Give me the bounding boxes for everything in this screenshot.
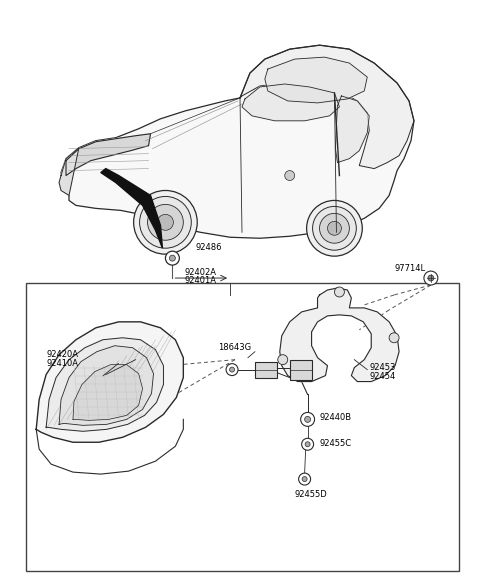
Text: 92454: 92454: [369, 372, 396, 381]
Circle shape: [229, 367, 235, 372]
Circle shape: [312, 206, 356, 250]
Text: 92440B: 92440B: [320, 413, 352, 422]
Circle shape: [305, 416, 311, 423]
Circle shape: [428, 275, 434, 281]
Text: 92455D: 92455D: [295, 490, 327, 498]
Circle shape: [140, 197, 192, 248]
Circle shape: [278, 355, 288, 365]
Circle shape: [305, 442, 310, 447]
Circle shape: [299, 473, 311, 485]
Circle shape: [307, 201, 362, 256]
Circle shape: [320, 213, 349, 243]
Polygon shape: [242, 84, 339, 121]
Text: 92486: 92486: [195, 243, 222, 251]
Circle shape: [389, 333, 399, 343]
Polygon shape: [265, 57, 367, 103]
Circle shape: [133, 191, 197, 254]
Polygon shape: [66, 134, 151, 176]
Polygon shape: [61, 45, 414, 238]
Circle shape: [226, 364, 238, 376]
Circle shape: [300, 413, 314, 427]
Text: 92410A: 92410A: [46, 359, 78, 368]
Text: 97714L: 97714L: [394, 264, 425, 273]
Circle shape: [285, 171, 295, 180]
Circle shape: [301, 438, 313, 450]
Circle shape: [169, 255, 175, 261]
Polygon shape: [36, 322, 183, 442]
Circle shape: [147, 205, 183, 240]
Text: 92401A: 92401A: [184, 276, 216, 284]
Text: 92455C: 92455C: [320, 439, 352, 448]
Polygon shape: [240, 45, 414, 169]
Circle shape: [335, 287, 344, 297]
Text: 92453: 92453: [369, 363, 396, 372]
Polygon shape: [46, 338, 164, 431]
Bar: [255, 362, 277, 377]
Polygon shape: [59, 148, 79, 195]
Bar: [290, 360, 312, 380]
Polygon shape: [101, 169, 162, 248]
Polygon shape: [73, 365, 143, 420]
Circle shape: [302, 477, 307, 481]
Text: 18643G: 18643G: [218, 343, 251, 352]
Circle shape: [327, 221, 341, 235]
Polygon shape: [59, 346, 154, 425]
Text: 92420A: 92420A: [46, 350, 78, 359]
Bar: [26, 283, 459, 570]
Circle shape: [166, 251, 180, 265]
Circle shape: [157, 214, 173, 230]
Polygon shape: [280, 288, 399, 381]
Text: 92402A: 92402A: [184, 268, 216, 277]
Circle shape: [424, 271, 438, 285]
Polygon shape: [336, 96, 369, 162]
